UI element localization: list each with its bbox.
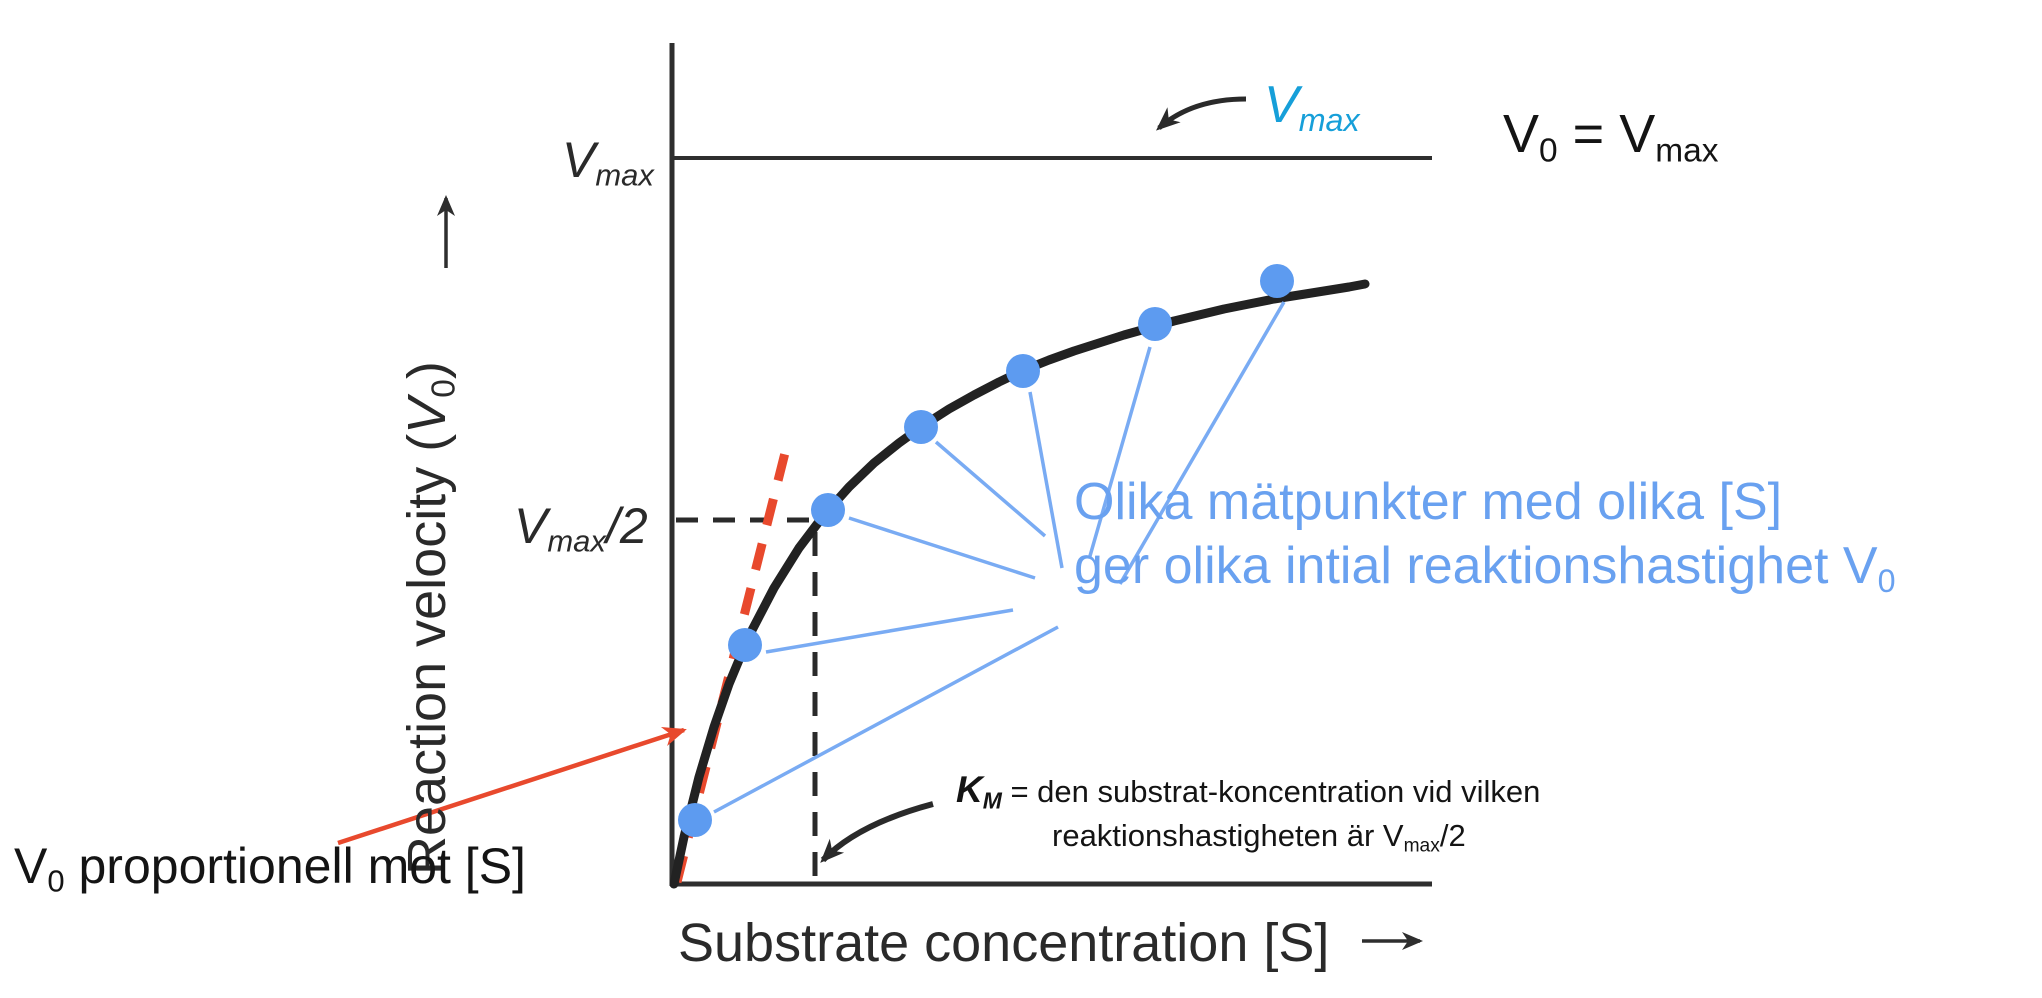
fan-line-7 [1118, 301, 1286, 585]
fan-line-3 [848, 516, 1036, 580]
prop-note-sub: 0 [47, 863, 65, 899]
km-note-line1-text: = den substrat-koncentration vid vilken [1001, 774, 1541, 809]
x-axis-label-text: Substrate concentration [S] [678, 913, 1330, 973]
vmax-tick-sub: max [595, 157, 654, 193]
vmax-curved-arrow [1155, 96, 1247, 131]
blue-note-line2-sub: 0 [1877, 563, 1896, 600]
fan-line-2 [765, 608, 1014, 654]
y-axis-label-sub: 0 [425, 379, 463, 398]
measurement-points-note: Olika mätpunkter med olika [S] ger olika… [1074, 470, 1896, 599]
fan-line-1 [713, 625, 1059, 814]
data-points-group [678, 264, 1294, 837]
y-axis-label-post: ) [397, 361, 457, 380]
y-axis-label-v: V [397, 397, 457, 434]
vmax-blue-sub: max [1298, 102, 1360, 139]
data-point-4 [904, 410, 938, 444]
vmax-tick-label: Vmax [562, 132, 654, 193]
y-axis-label: Reaction velocity (V0) [396, 361, 462, 875]
vmax-blue-v: V [1264, 76, 1299, 134]
vmax-half-v: V [514, 498, 548, 554]
x-axis-label: Substrate concentration [S] [678, 912, 1329, 974]
data-point-1 [678, 803, 712, 837]
km-note-line2-sub: max [1403, 835, 1440, 857]
initial-slope-tangent-dashed [672, 435, 794, 884]
fan-line-6 [1088, 346, 1152, 557]
fan-lines-group [713, 301, 1286, 814]
v0eq-v2: V [1619, 104, 1656, 164]
km-symbol-sub: M [982, 787, 1002, 814]
km-note-line2: reaktionshastigheten är Vmax/2 [1052, 815, 1540, 858]
data-point-5 [1006, 354, 1040, 388]
proportional-arrow [337, 727, 687, 846]
measurement-points-note-line1: Olika mätpunkter med olika [S] [1074, 470, 1896, 534]
prop-note-text: proportionell mot [S] [64, 838, 526, 894]
prop-note-v: V [14, 838, 48, 894]
v0eq-mid: = [1557, 104, 1620, 164]
km-definition-note: KM = den substrat-koncentration vid vilk… [956, 764, 1540, 858]
v0-equals-vmax-label: V0 = Vmax [1503, 103, 1718, 168]
km-note-line2-post: /2 [1439, 818, 1466, 854]
data-point-6 [1138, 307, 1172, 341]
v0eq-v1: V [1503, 104, 1540, 164]
km-note-line2-text: reaktionshastigheten är V [1052, 818, 1404, 854]
v0-proportional-note: V0 proportionell mot [S] [14, 838, 526, 899]
data-point-2 [728, 628, 762, 662]
fan-line-4 [934, 440, 1047, 538]
v0eq-sub2: max [1655, 132, 1719, 170]
fan-line-5 [1028, 391, 1064, 569]
vmax-half-suffix: /2 [605, 498, 648, 554]
vmax-tick-v: V [562, 132, 596, 188]
km-symbol: KM [956, 769, 1002, 814]
km-symbol-k: K [956, 769, 983, 810]
measurement-points-note-line2: ger olika intial reaktionshastighet V0 [1074, 534, 1896, 598]
vmax-half-tick-label: Vmax/2 [514, 498, 648, 559]
y-axis-label-pre: Reaction velocity ( [397, 433, 457, 875]
blue-note-line2-text: ger olika intial reaktionshastighet V [1074, 537, 1878, 596]
data-point-7 [1260, 264, 1294, 298]
km-note-line1: KM = den substrat-koncentration vid vilk… [956, 764, 1540, 815]
km-curved-arrow [820, 801, 934, 863]
vmax-blue-label: Vmax [1264, 76, 1360, 136]
data-point-3 [811, 493, 845, 527]
v0eq-sub1: 0 [1539, 132, 1558, 170]
vmax-half-sub: max [547, 523, 606, 559]
blue-note-line1-text: Olika mätpunkter med olika [S] [1074, 473, 1783, 531]
